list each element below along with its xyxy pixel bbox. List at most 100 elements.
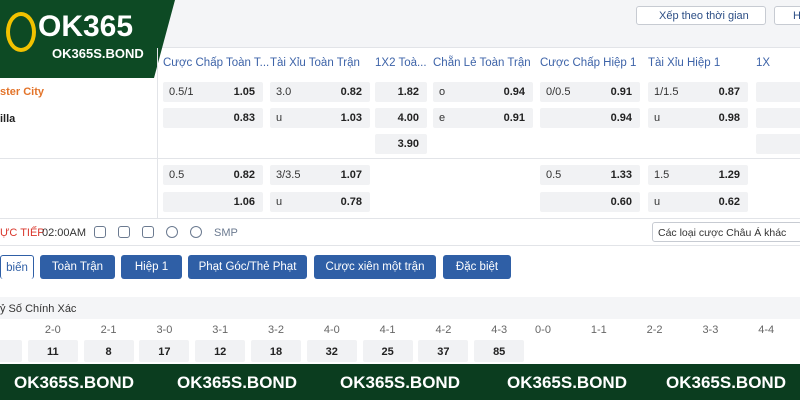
score: 4-3 (491, 324, 508, 336)
odds-cell[interactable] (375, 108, 427, 128)
tab[interactable]: Đặc biệt (443, 255, 511, 279)
odds-cell[interactable] (270, 82, 370, 102)
odds: 0.78 (340, 196, 362, 208)
price-cell[interactable] (83, 340, 134, 362)
odds: 0.82 (233, 169, 255, 181)
price: 25 (381, 346, 394, 358)
odds-cell[interactable] (648, 192, 748, 212)
market-header: Chẵn Lẻ Toàn Trận (433, 57, 531, 69)
tab[interactable]: Toàn Trận (40, 255, 115, 279)
odds-cell[interactable] (540, 82, 640, 102)
section-header (0, 297, 800, 319)
odds-cell[interactable] (163, 108, 263, 128)
price-cell[interactable] (251, 340, 301, 362)
price: 12 (214, 346, 227, 358)
odds: 0.60 (610, 196, 632, 208)
line-label: 0.5 (169, 169, 185, 181)
odds-cell[interactable] (433, 82, 533, 102)
odds: 3.90 (397, 138, 419, 150)
sort-select[interactable]: Xếp theo thời gian (636, 6, 766, 25)
score: 3-0 (156, 324, 173, 336)
odds-cell[interactable] (756, 134, 800, 154)
odds-cell[interactable] (375, 82, 427, 102)
line-label: 3.0 (276, 86, 292, 98)
odds-cell[interactable] (540, 108, 640, 128)
score: 0-0 (535, 324, 551, 336)
live-bar (0, 218, 800, 246)
line-label: 1.5 (654, 169, 670, 181)
price: 11 (46, 346, 59, 358)
odds-cell[interactable] (648, 82, 748, 102)
odds: 1.82 (397, 86, 419, 98)
score: 4-2 (435, 324, 452, 336)
banner-text: OK365S.BOND (177, 373, 297, 392)
more-button[interactable]: H (774, 6, 800, 25)
odds: 0.87 (718, 86, 740, 98)
team-name: ster City (0, 86, 45, 98)
price-cell[interactable] (27, 340, 78, 362)
odds-cell[interactable] (163, 82, 263, 102)
line-label: u (276, 112, 283, 124)
icon[interactable] (166, 226, 178, 238)
banner-text: OK365S.BOND (507, 373, 627, 392)
odds-cell[interactable] (756, 82, 800, 102)
score: 2-1 (100, 324, 117, 336)
price-cell[interactable] (195, 340, 246, 362)
price-cell[interactable] (0, 340, 22, 362)
score: 0 (0, 324, 22, 336)
odds-cell[interactable] (270, 165, 370, 185)
odds-cell[interactable] (648, 108, 748, 128)
odds-cell[interactable] (163, 192, 263, 212)
line-label: u (654, 196, 661, 208)
team-name: illa (0, 113, 16, 125)
odds: 0.83 (233, 112, 255, 124)
market-header: Tài Xỉu Hiệp 1 (648, 57, 721, 69)
price-cell[interactable] (474, 340, 525, 362)
line-label: 1/1.5 (654, 86, 679, 98)
price: 32 (325, 346, 338, 358)
line-label: 0.5 (546, 169, 562, 181)
tab[interactable]: Phạt Góc/Thẻ Phạt (188, 255, 307, 279)
odds: 0.91 (610, 86, 632, 98)
banner (0, 364, 800, 400)
score: 1-1 (590, 324, 607, 336)
price-cell[interactable] (362, 340, 413, 362)
odds: 0.98 (718, 112, 740, 124)
smp[interactable]: SMP (214, 227, 238, 239)
tab[interactable]: Hiệp 1 (121, 255, 182, 279)
other-bets[interactable]: Các loại cược Châu Á khác (652, 222, 800, 242)
odds: 1.07 (340, 169, 362, 181)
icon[interactable] (142, 226, 154, 238)
price-cell[interactable] (306, 340, 357, 362)
tab[interactable]: biến (0, 255, 34, 279)
price-cell[interactable] (139, 340, 190, 362)
odds-cell[interactable] (270, 192, 370, 212)
odds-cell[interactable] (756, 108, 800, 128)
odds-cell[interactable] (540, 192, 640, 212)
odds: 0.94 (503, 86, 525, 98)
odds: 0.62 (718, 196, 740, 208)
odds-cell[interactable] (433, 108, 533, 128)
icon[interactable] (190, 226, 202, 238)
line-label: 3/3.5 (276, 169, 301, 181)
odds-cell[interactable] (270, 108, 370, 128)
score: 4-1 (379, 324, 396, 336)
odds-cell[interactable] (648, 165, 748, 185)
tab[interactable]: Cược xiên một trận (314, 255, 436, 279)
odds: 0.82 (340, 86, 362, 98)
odds: 1.29 (718, 169, 740, 181)
price: 37 (437, 346, 450, 358)
icon[interactable] (118, 226, 130, 238)
banner-text: OK365S.BOND (14, 373, 134, 392)
odds-cell[interactable] (163, 165, 263, 185)
odds-cell[interactable] (540, 165, 640, 185)
icon[interactable] (94, 226, 106, 238)
price-cell[interactable] (418, 340, 469, 362)
logo-icon (6, 12, 36, 52)
line-label: u (276, 196, 283, 208)
odds-cell[interactable] (375, 134, 427, 154)
live-time: 02:00AM (42, 227, 87, 239)
score: 3-2 (268, 324, 284, 336)
divider (157, 48, 158, 218)
